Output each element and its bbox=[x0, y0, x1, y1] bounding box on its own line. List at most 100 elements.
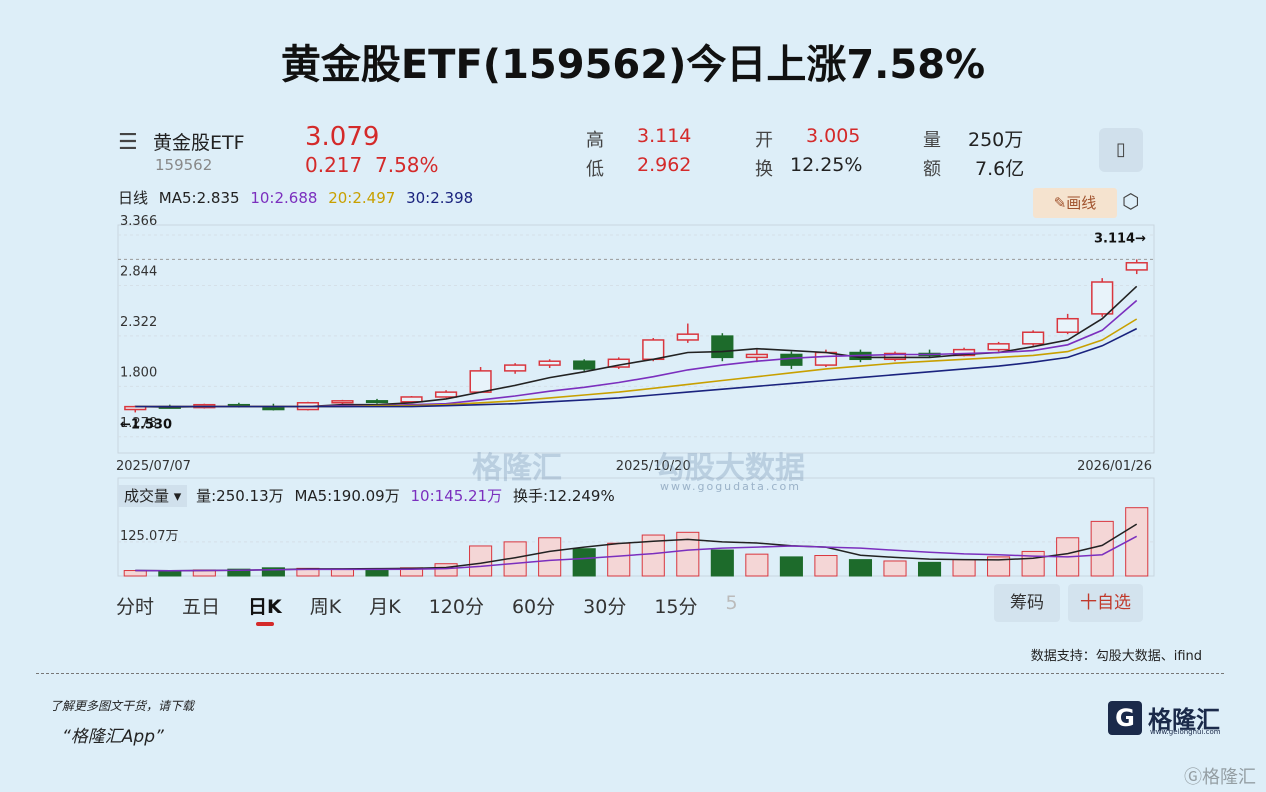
candle-body bbox=[504, 364, 527, 372]
period-tab[interactable]: 60分 bbox=[511, 596, 556, 618]
candle-body bbox=[745, 353, 768, 359]
volume-selector[interactable]: 成交量 ▾ bbox=[118, 485, 188, 507]
volume-bar bbox=[641, 534, 665, 577]
candle-body bbox=[711, 335, 734, 359]
period-tab[interactable]: 分时 bbox=[116, 596, 155, 618]
volume-bar bbox=[365, 568, 389, 577]
candle-body bbox=[365, 400, 389, 404]
x-tick-label: 2025/07/07 bbox=[116, 459, 191, 474]
legend-entry: 10:2.688 bbox=[250, 189, 318, 207]
volume-bar bbox=[261, 567, 285, 577]
plot-frame bbox=[117, 477, 1155, 577]
watchlist-button[interactable]: 十自选 bbox=[1068, 584, 1143, 622]
turnover-label: 换 bbox=[755, 159, 773, 180]
menu-icon[interactable]: ☰ bbox=[118, 130, 138, 155]
volume-turnover: 换手:12.249% bbox=[512, 487, 615, 505]
period-tab[interactable]: 周K bbox=[309, 596, 342, 618]
open-value: 3.005 bbox=[806, 125, 861, 147]
volume-bar bbox=[745, 553, 769, 577]
change-pct: 7.58% bbox=[375, 153, 439, 177]
volume-bar bbox=[848, 559, 873, 577]
amount-label: 额 bbox=[923, 159, 941, 180]
y-tick-label: 2.844 bbox=[120, 264, 157, 279]
volume-bar bbox=[123, 570, 147, 577]
volume-ma-line bbox=[135, 535, 1138, 572]
volume-bar bbox=[779, 556, 803, 577]
candle-body bbox=[331, 400, 354, 404]
volume-bar bbox=[987, 556, 1011, 577]
legend-entry: 10:145.21万 bbox=[410, 487, 503, 505]
period-tab[interactable]: 日K bbox=[248, 592, 282, 626]
settings-button[interactable]: ⬡ bbox=[1122, 189, 1140, 213]
candle-body bbox=[642, 339, 665, 361]
high-label: 高 bbox=[586, 130, 604, 151]
period-tab[interactable]: 五日 bbox=[182, 596, 221, 618]
volume-bar bbox=[676, 531, 700, 577]
legend-entry: MA5:190.09万 bbox=[294, 487, 400, 505]
draw-button[interactable]: ✎画线 bbox=[1033, 188, 1117, 218]
volume-now: 量:250.13万 bbox=[196, 487, 284, 505]
stock-name: 黄金股ETF bbox=[153, 132, 245, 154]
layout-button[interactable]: ▯ bbox=[1099, 128, 1143, 172]
volume-bar bbox=[1125, 507, 1149, 577]
high-value: 3.114 bbox=[637, 125, 692, 147]
ma-line bbox=[135, 327, 1138, 408]
candle-body bbox=[814, 351, 838, 366]
candle-body bbox=[883, 352, 907, 361]
promo: 了解更多图文干货，请下载 bbox=[50, 699, 195, 713]
period-tab[interactable]: 5 bbox=[725, 592, 738, 614]
divider bbox=[36, 673, 1224, 674]
candle-body bbox=[1056, 317, 1079, 333]
y-tick-label: 2.322 bbox=[120, 315, 157, 330]
logo-text: 格隆汇 bbox=[1148, 706, 1220, 734]
price: 3.079 bbox=[305, 122, 380, 152]
volume-bar bbox=[814, 555, 838, 577]
legend-entry: 30:2.398 bbox=[406, 189, 474, 207]
volume-bar bbox=[572, 548, 596, 577]
legend-entry: 20:2.497 bbox=[328, 189, 396, 207]
x-tick-label: 2025/10/20 bbox=[616, 459, 691, 474]
volume-bar bbox=[538, 537, 562, 577]
low-value: 2.962 bbox=[637, 154, 692, 176]
chip-button[interactable]: 筹码 bbox=[994, 584, 1060, 622]
app-name: “格隆汇App” bbox=[62, 727, 164, 747]
plot-frame bbox=[117, 224, 1155, 454]
logo-icon: G bbox=[1108, 701, 1142, 735]
period-tab[interactable]: 120分 bbox=[428, 596, 484, 618]
open-label: 开 bbox=[755, 130, 773, 151]
watermark: 格隆汇 bbox=[472, 451, 562, 486]
volume-bar bbox=[710, 549, 734, 577]
ma-legend: 日线 MA5:2.835 10:2.688 20:2.497 30:2.398 bbox=[118, 187, 473, 208]
volume-label: 量 bbox=[923, 130, 941, 151]
high-marker-label: 3.114→ bbox=[1094, 231, 1146, 246]
candle-body bbox=[400, 396, 423, 403]
tab-indicator bbox=[256, 622, 274, 626]
candle-body bbox=[676, 333, 699, 341]
candle-body bbox=[987, 343, 1010, 351]
watermark: 勾股大数据 bbox=[655, 451, 805, 486]
period-label: 日线 bbox=[118, 189, 149, 207]
volume-bar bbox=[917, 561, 942, 577]
period-tabs: 分时 五日 日K 周K 月K 120分 60分 30分 15分 5 bbox=[116, 592, 766, 626]
watermark-url: www.gogudata.com bbox=[660, 480, 801, 493]
candle-body bbox=[1125, 262, 1148, 271]
volume-title: 成交量 bbox=[124, 487, 170, 505]
ma-line bbox=[135, 285, 1138, 408]
candle-body bbox=[538, 360, 561, 366]
y-tick-label: 1.278 bbox=[120, 416, 157, 431]
x-tick-label: 2026/01/26 bbox=[1077, 459, 1152, 474]
volume-bar bbox=[607, 542, 631, 577]
candle-body bbox=[434, 391, 458, 398]
amount-value: 7.6亿 bbox=[975, 158, 1025, 180]
stock-code: 159562 bbox=[155, 156, 213, 174]
period-tab[interactable]: 30分 bbox=[583, 596, 627, 618]
period-tab[interactable]: 月K bbox=[369, 596, 401, 618]
change: 0.217 bbox=[305, 153, 363, 177]
volume-bar bbox=[227, 568, 251, 577]
data-source: 数据支持：勾股大数据、ifind bbox=[1030, 649, 1202, 664]
period-tab[interactable]: 15分 bbox=[654, 596, 698, 618]
volume-bar bbox=[883, 560, 907, 577]
turnover-value: 12.25% bbox=[790, 154, 863, 176]
